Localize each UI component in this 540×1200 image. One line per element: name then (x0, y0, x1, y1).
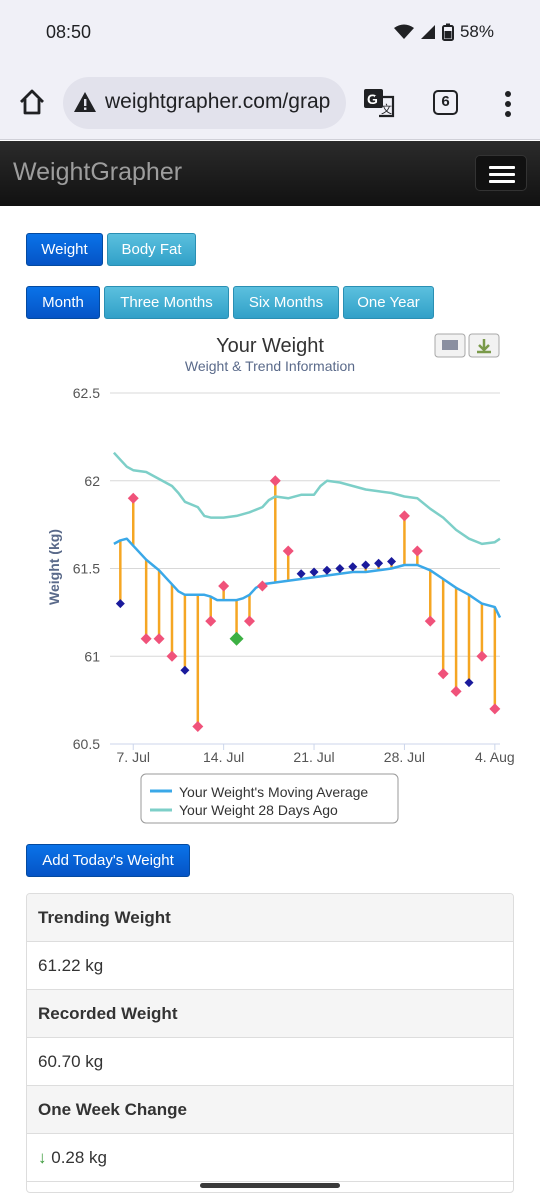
tab-switcher-button[interactable]: 6 (433, 90, 458, 115)
status-bar: 08:50 58% (0, 0, 540, 66)
y-tick-label: 61 (84, 648, 100, 664)
weigh-in-marker (387, 556, 397, 566)
weigh-in-marker (489, 703, 501, 715)
x-tick-label: 21. Jul (293, 749, 334, 765)
weigh-in-marker (153, 633, 165, 645)
weight-chart: Your Weight Weight & Trend Information W… (46, 333, 515, 824)
legend-28-days-ago[interactable]: Your Weight 28 Days Ago (179, 802, 338, 818)
weigh-in-marker (322, 565, 332, 575)
x-tick-label: 14. Jul (203, 749, 244, 765)
print-icon (442, 340, 458, 350)
y-axis-label: Weight (kg) (46, 529, 62, 605)
brand-logo[interactable]: WeightGrapher (13, 158, 183, 186)
weigh-in-marker (243, 615, 255, 627)
weigh-in-marker (205, 615, 217, 627)
battery-icon (441, 23, 454, 41)
download-icon (477, 339, 491, 354)
chart-legend[interactable]: Your Weight's Moving Average Your Weight… (140, 773, 399, 824)
range-month[interactable]: Month (26, 286, 100, 319)
battery-percent: 58% (459, 22, 494, 41)
weigh-in-marker (256, 580, 268, 592)
weigh-in-marker (309, 567, 319, 577)
weight-28-days-ago-line (112, 451, 501, 546)
weigh-in-marker (361, 560, 371, 570)
range-three-months[interactable]: Three Months (104, 286, 229, 319)
home-icon[interactable] (18, 88, 46, 116)
y-axis-ticks: 62.5 62 61.5 61 60.5 (73, 385, 100, 752)
weigh-in-marker (218, 580, 230, 592)
deviation-stems (119, 480, 497, 727)
trending-weight-value: 61.22 kg (27, 942, 513, 990)
range-six-months[interactable]: Six Months (233, 286, 339, 319)
trending-weight-label: Trending Weight (27, 894, 513, 942)
chart-subtitle: Weight & Trend Information (185, 358, 355, 374)
x-tick-label: 28. Jul (384, 749, 425, 765)
url-text: weightgrapher.com/grap (105, 90, 331, 113)
recorded-weight-value: 60.70 kg (27, 1038, 513, 1086)
weigh-in-marker (140, 633, 152, 645)
hamburger-icon (489, 166, 515, 169)
chart-grid (110, 392, 500, 745)
gesture-home-bar[interactable] (200, 1183, 340, 1188)
weigh-in-marker (127, 492, 139, 504)
tab-weight[interactable]: Weight (26, 233, 103, 266)
weigh-in-marker (115, 599, 125, 609)
x-tick-label: 4. Aug (475, 749, 515, 765)
weigh-in-marker (229, 631, 244, 646)
weigh-in-marker (269, 475, 281, 487)
x-tick-label: 7. Jul (117, 749, 150, 765)
download-button[interactable] (468, 333, 500, 358)
print-button[interactable] (434, 333, 466, 358)
weigh-in-marker (348, 562, 358, 572)
week-change-label: One Week Change (27, 1086, 513, 1134)
not-secure-icon[interactable] (73, 91, 97, 113)
cell-signal-icon (420, 25, 435, 39)
weigh-in-marker (335, 564, 345, 573)
weigh-in-marker (411, 545, 423, 557)
trend-lines (112, 451, 502, 619)
x-axis-ticks: 7. Jul 14. Jul 21. Jul 28. Jul 4. Aug (117, 744, 515, 765)
stats-panel: Trending Weight 61.22 kg Recorded Weight… (26, 893, 514, 1193)
recorded-weight-label: Recorded Weight (27, 990, 513, 1038)
y-tick-label: 61.5 (73, 561, 100, 577)
url-field[interactable]: weightgrapher.com/grap (63, 77, 346, 129)
y-tick-label: 60.5 (73, 736, 100, 752)
add-todays-weight-button[interactable]: Add Today's Weight (26, 844, 190, 877)
translate-icon[interactable]: G文 (363, 88, 395, 118)
site-navbar: WeightGrapher (0, 141, 540, 206)
svg-text:文: 文 (381, 102, 392, 116)
y-tick-label: 62 (84, 473, 100, 489)
status-time: 08:50 (46, 22, 92, 42)
weigh-in-marker (192, 720, 204, 732)
weigh-in-marker (476, 650, 488, 662)
weigh-in-marker (374, 558, 384, 568)
legend-moving-average[interactable]: Your Weight's Moving Average (179, 784, 368, 800)
svg-text:G: G (367, 91, 378, 107)
week-change-row: ↓ 0.28 kg (27, 1134, 513, 1182)
weigh-in-marker (437, 668, 449, 680)
overflow-menu-icon[interactable] (500, 90, 516, 118)
down-arrow-icon: ↓ (38, 1148, 47, 1167)
chart-title: Your Weight (216, 335, 324, 357)
weigh-in-marker (450, 685, 462, 697)
moving-average-line (113, 537, 502, 619)
tab-body-fat[interactable]: Body Fat (107, 233, 196, 266)
y-tick-label: 62.5 (73, 385, 100, 401)
status-icons: 58% (393, 22, 494, 42)
weigh-in-markers (115, 475, 501, 732)
hamburger-menu-button[interactable] (475, 155, 527, 191)
weigh-in-marker (166, 650, 178, 662)
week-change-value: 0.28 kg (51, 1148, 107, 1167)
wifi-icon (393, 24, 414, 39)
weigh-in-marker (282, 545, 294, 557)
weigh-in-marker (180, 665, 190, 675)
weigh-in-marker (464, 678, 474, 688)
weigh-in-marker (424, 615, 436, 627)
range-one-year[interactable]: One Year (343, 286, 434, 319)
weigh-in-marker (398, 510, 410, 522)
weigh-in-marker (296, 569, 306, 579)
